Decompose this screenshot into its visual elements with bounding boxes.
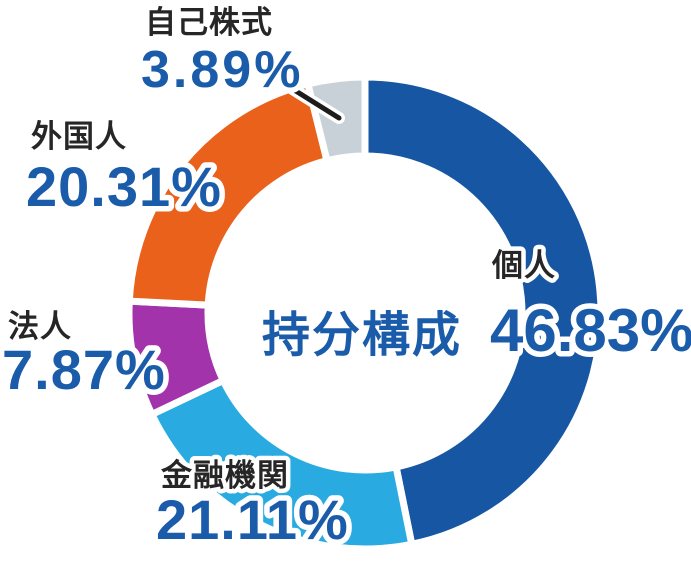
- donut-segment-0: [361, 73, 605, 548]
- label-foreigners: 外国人: [31, 119, 127, 154]
- value-foreigners: 20.31%: [26, 155, 222, 218]
- leader-line-core: [288, 85, 342, 121]
- donut-segments: [125, 73, 605, 553]
- value-financial-institutions: 21.11%: [156, 488, 349, 551]
- chart-title: 持分構成: [262, 309, 462, 362]
- value-individuals: 46.83%: [490, 297, 691, 364]
- label-financial-institutions: 金融機関: [160, 458, 289, 493]
- value-corporations: 7.87%: [2, 338, 166, 401]
- donut-segment-1: [148, 376, 416, 553]
- label-corporations: 法人: [8, 309, 72, 344]
- leader-line: [285, 82, 345, 124]
- label-treasury-stock: 自己株式: [145, 5, 273, 40]
- label-individuals: 個人: [491, 248, 556, 283]
- value-treasury-stock: 3.89%: [141, 41, 303, 99]
